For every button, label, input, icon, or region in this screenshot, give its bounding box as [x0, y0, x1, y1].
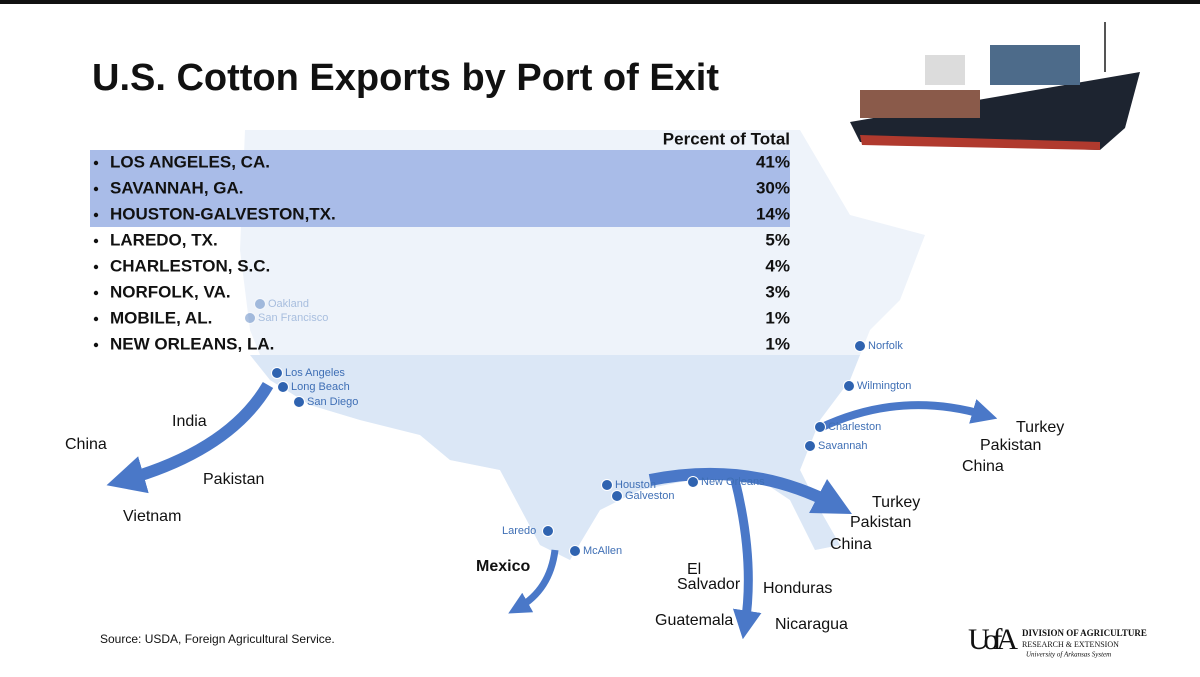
- port-marker: Charleston: [814, 421, 881, 433]
- destination-label: Salvador: [677, 576, 741, 593]
- table-header: Percent of Total: [663, 129, 790, 148]
- destination-label: China: [962, 458, 1004, 475]
- bullet: [93, 342, 99, 348]
- port-label: New Orleans: [701, 476, 765, 488]
- port-dot: [687, 476, 699, 488]
- port-percent: 1%: [765, 308, 790, 327]
- port-label: Wilmington: [857, 380, 911, 392]
- bullet: [93, 290, 99, 296]
- port-dot: [854, 340, 866, 352]
- port-name: LAREDO, TX.: [110, 230, 218, 249]
- us-map-south: [250, 355, 860, 560]
- port-marker: McAllen: [569, 545, 622, 557]
- port-percent: 5%: [765, 230, 790, 249]
- port-marker: Savannah: [804, 440, 868, 452]
- source: Source: USDA, Foreign Agricultural Servi…: [100, 632, 335, 646]
- port-label: Savannah: [818, 440, 868, 452]
- destination-label: Turkey: [1016, 419, 1064, 436]
- port-percent: 1%: [765, 334, 790, 353]
- port-marker: San Francisco: [244, 312, 328, 324]
- port-percent: 30%: [756, 178, 790, 197]
- bullet: [93, 264, 99, 270]
- destination-label: Guatemala: [655, 612, 733, 629]
- bullet: [93, 316, 99, 322]
- bullet: [93, 186, 99, 192]
- destination-label: Vietnam: [123, 508, 181, 525]
- top-border: [0, 0, 1200, 4]
- port-name: NORFOLK, VA.: [110, 282, 231, 301]
- port-dot: [271, 367, 283, 379]
- port-dot: [293, 396, 305, 408]
- port-marker: Laredo: [502, 525, 554, 537]
- destination-label: Honduras: [763, 580, 832, 597]
- destination-label: India: [172, 413, 207, 430]
- port-name: SAVANNAH, GA.: [110, 178, 244, 197]
- port-marker: Long Beach: [277, 381, 350, 393]
- port-name: LOS ANGELES, CA.: [110, 152, 270, 171]
- port-name: CHARLESTON, S.C.: [110, 256, 270, 275]
- port-marker: Houston: [601, 479, 656, 491]
- port-dot: [569, 545, 581, 557]
- port-marker: San Diego: [293, 396, 358, 408]
- port-percent: 14%: [756, 204, 790, 223]
- port-label: San Francisco: [258, 312, 328, 324]
- port-label: Norfolk: [868, 340, 903, 352]
- logo-line: RESEARCH & EXTENSION: [1022, 640, 1119, 649]
- port-label: San Diego: [307, 396, 358, 408]
- port-dot: [804, 440, 816, 452]
- port-name: MOBILE, AL.: [110, 308, 212, 327]
- port-label: Oakland: [268, 298, 309, 310]
- port-percent: 4%: [765, 256, 790, 275]
- port-label: Laredo: [502, 525, 536, 537]
- logo: UofA DIVISION OF AGRICULTURE RESEARCH & …: [968, 623, 1147, 659]
- port-dot: [254, 298, 266, 310]
- port-label: Long Beach: [291, 381, 350, 393]
- logo-line: University of Arkansas System: [1026, 651, 1111, 659]
- port-dot: [601, 479, 613, 491]
- bullet: [93, 212, 99, 218]
- destination-label: Pakistan: [850, 514, 911, 531]
- destination-label: Mexico: [476, 558, 530, 575]
- port-percent: 3%: [765, 282, 790, 301]
- destination-label: Pakistan: [980, 437, 1041, 454]
- destination-label: Pakistan: [203, 471, 264, 488]
- port-dot: [843, 380, 855, 392]
- arrows: [106, 381, 998, 640]
- bullet: [93, 160, 99, 166]
- port-marker: Oakland: [254, 298, 309, 310]
- port-name: HOUSTON-GALVESTON,TX.: [110, 204, 336, 223]
- destination-label: Turkey: [872, 494, 920, 511]
- port-dot: [244, 312, 256, 324]
- port-marker: New Orleans: [687, 476, 765, 488]
- port-label: Los Angeles: [285, 367, 345, 379]
- port-label: Charleston: [828, 421, 881, 433]
- port-marker: Norfolk: [854, 340, 903, 352]
- port-percent: 41%: [756, 152, 790, 171]
- destination-label: El: [687, 561, 701, 578]
- port-marker: Galveston: [611, 490, 675, 502]
- port-marker: Los Angeles: [271, 367, 345, 379]
- port-dot: [814, 421, 826, 433]
- destination-label: Nicaragua: [775, 616, 848, 633]
- destination-label: China: [830, 536, 872, 553]
- port-name: NEW ORLEANS, LA.: [110, 334, 274, 353]
- bullet: [93, 238, 99, 244]
- port-dot: [277, 381, 289, 393]
- ship-image: [850, 22, 1140, 150]
- logo-line: DIVISION OF AGRICULTURE: [1022, 628, 1147, 638]
- port-label: McAllen: [583, 545, 622, 557]
- destination-label: China: [65, 436, 107, 453]
- logo-mark: UofA: [968, 623, 1018, 656]
- port-label: Galveston: [625, 490, 675, 502]
- port-marker: Wilmington: [843, 380, 911, 392]
- port-dot: [542, 525, 554, 537]
- highlight: [90, 150, 790, 227]
- port-label: Houston: [615, 479, 656, 491]
- title: U.S. Cotton Exports by Port of Exit: [92, 57, 719, 99]
- port-dot: [611, 490, 623, 502]
